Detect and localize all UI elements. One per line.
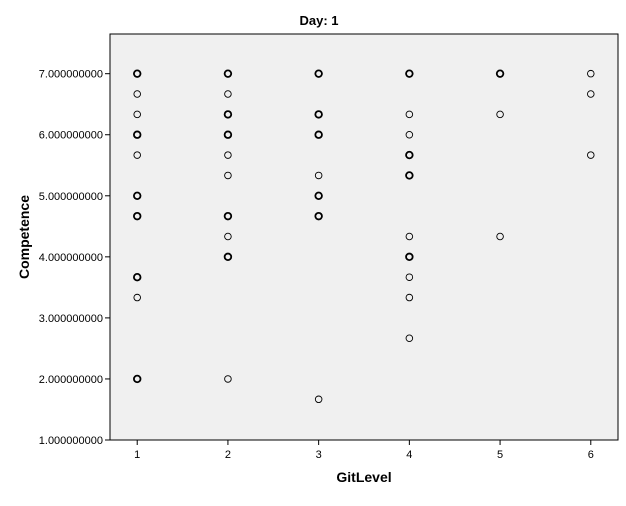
y-tick-label: 7.000000000	[39, 69, 103, 81]
data-point	[314, 171, 323, 180]
data-point	[133, 191, 142, 200]
data-point	[224, 151, 232, 159]
data-point	[133, 90, 141, 98]
data-point	[314, 110, 323, 119]
y-tick-label: 6.000000000	[39, 130, 103, 142]
data-point	[133, 69, 142, 78]
data-point	[133, 130, 142, 139]
data-point	[405, 334, 414, 342]
data-point	[224, 90, 232, 98]
y-axis-label: Competence	[16, 195, 32, 279]
data-point	[133, 110, 141, 119]
data-point	[405, 130, 414, 139]
data-point	[223, 211, 233, 221]
data-point	[405, 69, 414, 78]
data-point	[223, 110, 233, 119]
x-tick-label: 3	[316, 449, 322, 461]
data-point	[133, 374, 142, 384]
data-point	[405, 110, 414, 119]
y-tick-label: 4.000000000	[39, 252, 103, 264]
data-point	[405, 273, 414, 281]
data-point	[587, 90, 595, 98]
data-point	[405, 150, 414, 160]
chart-title: Day: 1	[299, 13, 338, 28]
data-point	[224, 375, 232, 383]
y-axis-ticks: 1.000000000 2.000000000 3.000000000 4.00000…	[39, 69, 110, 447]
data-point	[496, 110, 504, 119]
y-tick-label: 3.000000000	[39, 313, 103, 325]
data-point	[133, 211, 142, 221]
x-axis-label: GitLevel	[336, 469, 391, 485]
plot-area	[109, 33, 619, 441]
data-points	[133, 69, 595, 404]
x-tick-label: 5	[497, 449, 503, 461]
y-tick-label: 2.000000000	[39, 374, 103, 386]
data-point	[405, 232, 414, 241]
data-point	[224, 232, 232, 241]
data-point	[223, 130, 233, 139]
x-tick-label: 2	[225, 449, 231, 461]
x-tick-label: 1	[134, 449, 140, 461]
data-point	[587, 151, 595, 159]
data-point	[223, 69, 233, 78]
data-point	[133, 293, 141, 302]
data-point	[133, 151, 141, 159]
data-point	[587, 69, 595, 78]
data-point	[495, 69, 505, 78]
data-point	[496, 232, 504, 241]
y-tick-label: 5.000000000	[39, 191, 103, 203]
data-point	[314, 191, 323, 200]
data-point	[405, 171, 414, 180]
data-point	[223, 252, 233, 262]
data-point	[314, 69, 323, 78]
data-point	[405, 252, 414, 262]
x-tick-label: 6	[588, 449, 594, 461]
data-point	[314, 130, 323, 139]
x-tick-label: 4	[406, 449, 412, 461]
y-tick-label: 1.000000000	[39, 435, 103, 447]
data-point	[314, 211, 323, 221]
data-point	[405, 293, 414, 302]
data-point	[314, 395, 323, 404]
x-axis-ticks: 1 2 3 4 5 6	[134, 440, 594, 461]
data-point	[133, 272, 142, 282]
data-point	[224, 171, 232, 180]
